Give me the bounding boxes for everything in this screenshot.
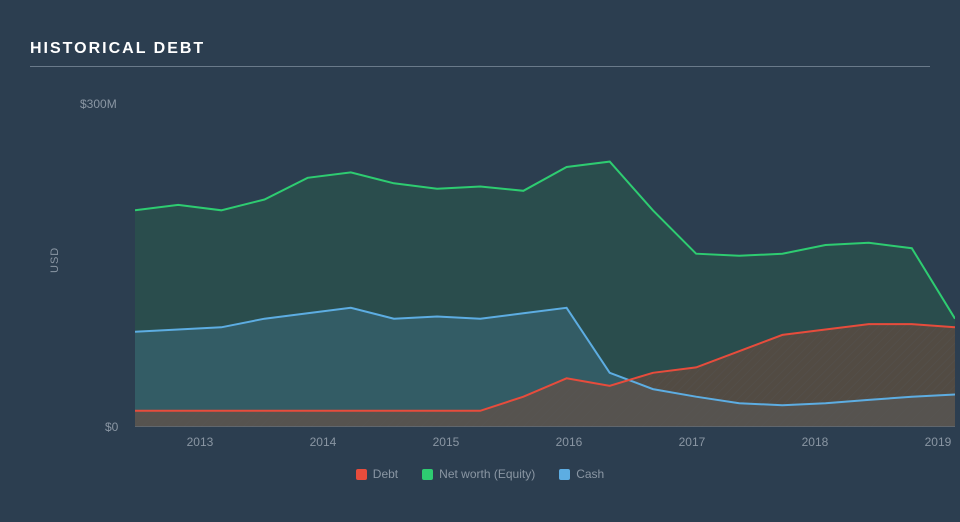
x-label: 2015	[433, 435, 460, 449]
legend-item-cash: Cash	[559, 467, 604, 481]
legend-swatch	[356, 469, 367, 480]
x-label: 2019	[925, 435, 952, 449]
legend-label: Net worth (Equity)	[439, 467, 535, 481]
x-label: 2014	[310, 435, 337, 449]
chart-area: $300M USD $0 201320142015201620172018201…	[30, 87, 930, 467]
x-label: 2013	[187, 435, 214, 449]
x-label: 2016	[556, 435, 583, 449]
y-axis-label: USD	[49, 247, 61, 273]
legend-item-equity: Net worth (Equity)	[422, 467, 535, 481]
legend-label: Debt	[373, 467, 398, 481]
title-divider	[30, 66, 930, 67]
legend-label: Cash	[576, 467, 604, 481]
y-tick-top: $300M	[80, 97, 117, 111]
chart-title: HISTORICAL DEBT	[30, 40, 930, 58]
chart-plot	[135, 102, 955, 427]
legend-item-debt: Debt	[356, 467, 398, 481]
legend-swatch	[559, 469, 570, 480]
x-label: 2018	[802, 435, 829, 449]
chart-legend: Debt Net worth (Equity) Cash	[30, 467, 930, 481]
chart-container: HISTORICAL DEBT $300M USD $0 2013 2014 201…	[0, 0, 960, 522]
x-label: 2017	[679, 435, 706, 449]
legend-swatch	[422, 469, 433, 480]
y-tick-bottom: $0	[105, 420, 118, 434]
